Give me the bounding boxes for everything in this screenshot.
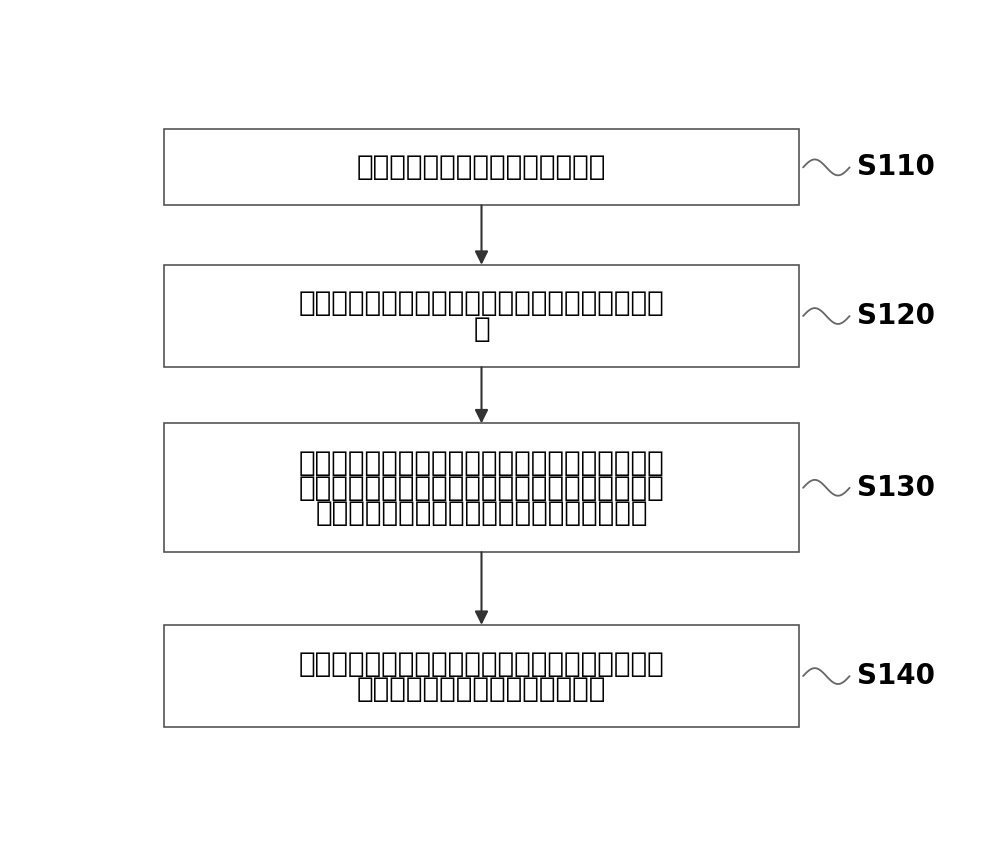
Text: 角: 角 — [473, 315, 490, 342]
Text: S110: S110 — [857, 154, 935, 181]
Text: S120: S120 — [857, 302, 935, 330]
Text: 组合双饱和脉冲与梯度脉冲形成双饱和脉冲饱和带: 组合双饱和脉冲与梯度脉冲形成双饱和脉冲饱和带 — [299, 449, 664, 477]
Text: 根据所述设定翻转角解析出对应的双饱和脉冲翻转: 根据所述设定翻转角解析出对应的双饱和脉冲翻转 — [299, 289, 664, 317]
Text: S140: S140 — [857, 662, 935, 690]
Bar — [164, 265, 799, 367]
Bar — [164, 423, 799, 553]
Text: 在扫描区域内依次施加所述双饱和脉冲饱和模块和: 在扫描区域内依次施加所述双饱和脉冲饱和模块和 — [299, 650, 664, 678]
Text: 述选层梯度脉冲用于选定所述被饱和区域组织: 述选层梯度脉冲用于选定所述被饱和区域组织 — [315, 498, 648, 527]
Bar — [164, 130, 799, 205]
Text: S130: S130 — [857, 474, 935, 502]
Text: 所述成像脉冲序列进行磁共振成像: 所述成像脉冲序列进行磁共振成像 — [357, 674, 606, 703]
Text: 模块，其中，所述梯度脉冲包括选层梯度脉冲，所: 模块，其中，所述梯度脉冲包括选层梯度脉冲，所 — [299, 474, 664, 502]
Bar — [164, 625, 799, 728]
Text: 确定被饱和区域组织的设定翻转角: 确定被饱和区域组织的设定翻转角 — [357, 154, 606, 181]
